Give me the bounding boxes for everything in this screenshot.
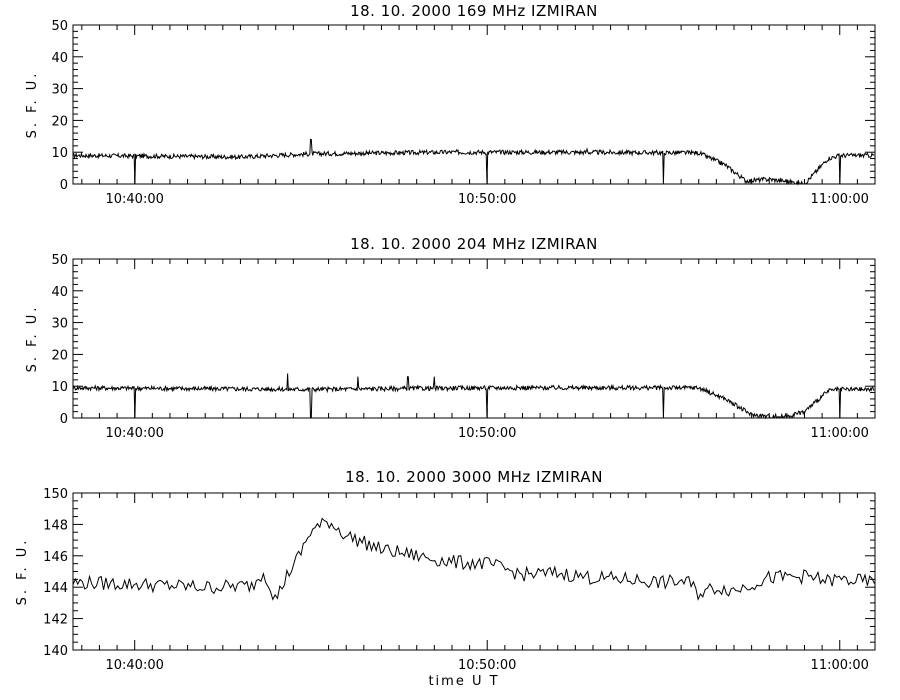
plot-frame	[72, 24, 876, 185]
y-tick-label: 40	[51, 51, 68, 66]
y-tick-label: 30	[51, 83, 68, 98]
chart-title: 18. 10. 2000 204 MHz IZMIRAN	[350, 235, 598, 253]
chart-title: 18. 10. 2000 169 MHz IZMIRAN	[350, 2, 598, 20]
y-tick-label: 150	[43, 487, 68, 502]
flux-series-line	[72, 517, 875, 601]
y-tick-label: 20	[51, 348, 68, 363]
x-axis-label: time U T	[428, 674, 499, 689]
x-tick-label: 10:40:00	[105, 426, 163, 441]
x-tick-label: 11:00:00	[811, 658, 869, 673]
y-tick-label: 144	[43, 581, 68, 596]
y-axis-label: S. F. U.	[25, 305, 40, 373]
x-tick-label: 11:00:00	[811, 426, 869, 441]
y-tick-label: 140	[43, 644, 68, 659]
y-tick-label: 0	[60, 178, 68, 193]
y-tick-label: 40	[51, 285, 68, 300]
y-tick-label: 10	[51, 146, 68, 161]
flux-series-line	[72, 373, 875, 420]
x-tick-label: 10:40:00	[105, 192, 163, 207]
y-tick-label: 142	[43, 613, 68, 628]
flux-series-line	[72, 139, 875, 186]
y-axis-label: S. F. U.	[25, 71, 40, 139]
chart-title: 18. 10. 2000 3000 MHz IZMIRAN	[345, 468, 603, 486]
y-tick-label: 10	[51, 380, 68, 395]
x-tick-label: 10:50:00	[458, 426, 516, 441]
x-tick-label: 10:50:00	[458, 658, 516, 673]
y-tick-label: 50	[51, 253, 68, 268]
y-tick-label: 0	[60, 412, 68, 427]
y-axis-label: S. F. U.	[15, 538, 30, 606]
x-tick-label: 10:50:00	[458, 192, 516, 207]
plot-frame	[72, 258, 876, 419]
y-tick-label: 50	[51, 19, 68, 34]
y-tick-label: 146	[43, 550, 68, 565]
y-tick-label: 30	[51, 317, 68, 332]
y-tick-label: 20	[51, 114, 68, 129]
y-tick-label: 148	[43, 518, 68, 533]
x-tick-label: 11:00:00	[811, 192, 869, 207]
x-tick-label: 10:40:00	[105, 658, 163, 673]
